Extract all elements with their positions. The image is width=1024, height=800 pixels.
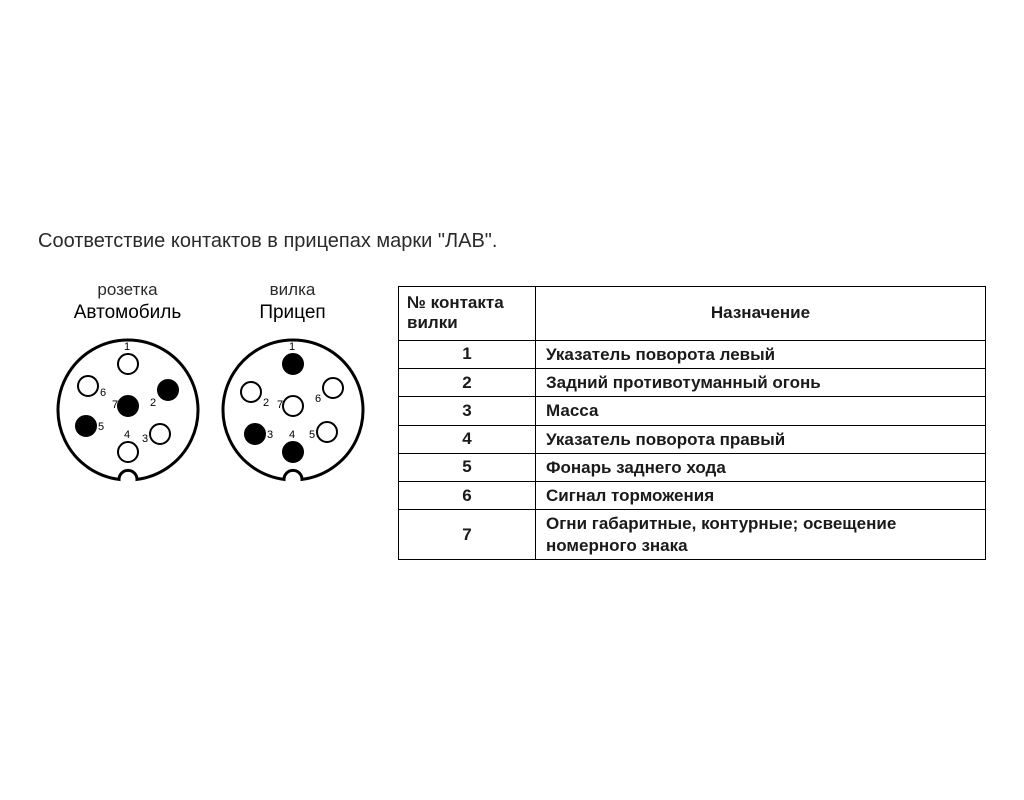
table-row: 2Задний противотуманный огонь [399, 369, 986, 397]
pin-circle [158, 380, 178, 400]
pin-number: 2 [263, 397, 269, 409]
page: Соответствие контактов в прицепах марки … [0, 0, 1024, 800]
pin-number: 6 [100, 387, 106, 399]
pin-circle [150, 424, 170, 444]
pin-number: 7 [112, 399, 118, 411]
pin-circle [118, 396, 138, 416]
pin-number: 5 [98, 421, 104, 433]
pin-number: 7 [277, 399, 283, 411]
table-row: 6Сигнал торможения [399, 482, 986, 510]
connector-plug-col: вилка Прицеп 1 2 3 4 5 6 7 [210, 280, 375, 490]
cell-contact-number: 7 [399, 510, 536, 560]
table-row: 5Фонарь заднего хода [399, 453, 986, 481]
pin-number: 1 [124, 341, 130, 353]
header-col1-line2: вилки [407, 313, 458, 332]
pin-number: 3 [267, 429, 273, 441]
table-row: 1Указатель поворота левый [399, 340, 986, 368]
cell-contact-number: 2 [399, 369, 536, 397]
socket-sub-label: Автомобиль [45, 302, 210, 324]
table-header-contact: № контакта вилки [399, 287, 536, 341]
table-header-purpose: Назначение [536, 287, 986, 341]
cell-purpose: Фонарь заднего хода [536, 453, 986, 481]
pin-number: 3 [142, 433, 148, 445]
pin-circle [118, 354, 138, 374]
cell-purpose: Огни габаритные, контурные; освещение но… [536, 510, 986, 560]
pin-circle [283, 354, 303, 374]
header-col1-line1: № контакта [407, 293, 504, 312]
cell-purpose: Сигнал торможения [536, 482, 986, 510]
pin-circle [241, 382, 261, 402]
cell-purpose: Масса [536, 397, 986, 425]
pin-number: 2 [150, 397, 156, 409]
pin-circle [283, 442, 303, 462]
pin-circle [76, 416, 96, 436]
table-header-row: № контакта вилки Назначение [399, 287, 986, 341]
socket-top-label: розетка [45, 280, 210, 300]
connector-socket-col: розетка Автомобиль 1 2 34 5 67 [45, 280, 210, 490]
pin-circle [78, 376, 98, 396]
cell-purpose: Задний противотуманный огонь [536, 369, 986, 397]
cell-purpose: Указатель поворота правый [536, 425, 986, 453]
plug-sub-label: Прицеп [210, 302, 375, 324]
socket-diagram: 1 2 34 5 67 [48, 330, 208, 490]
cell-contact-number: 1 [399, 340, 536, 368]
pin-number: 1 [289, 341, 295, 353]
pin-circle [317, 422, 337, 442]
pinout-table: № контакта вилки Назначение 1Указатель п… [398, 286, 986, 560]
pin-number: 5 [309, 429, 315, 441]
cell-contact-number: 5 [399, 453, 536, 481]
table-row: 7Огни габаритные, контурные; освещение н… [399, 510, 986, 560]
cell-contact-number: 6 [399, 482, 536, 510]
pin-number: 4 [124, 429, 130, 441]
table-row: 3Масса [399, 397, 986, 425]
pin-number: 6 [315, 393, 321, 405]
plug-diagram: 1 2 3 4 5 6 7 [213, 330, 373, 490]
plug-top-label: вилка [210, 280, 375, 300]
pinout-table-wrap: № контакта вилки Назначение 1Указатель п… [398, 286, 986, 560]
cell-contact-number: 3 [399, 397, 536, 425]
pin-circle [283, 396, 303, 416]
page-title: Соответствие контактов в прицепах марки … [38, 230, 497, 253]
pin-circle [118, 442, 138, 462]
pin-circle [323, 378, 343, 398]
pinout-table-body: 1Указатель поворота левый2Задний противо… [399, 340, 986, 559]
connector-diagrams: розетка Автомобиль 1234567 вилка Прицеп … [45, 280, 380, 490]
cell-purpose: Указатель поворота левый [536, 340, 986, 368]
pin-circle [245, 424, 265, 444]
table-row: 4Указатель поворота правый [399, 425, 986, 453]
cell-contact-number: 4 [399, 425, 536, 453]
pin-number: 4 [289, 429, 295, 441]
